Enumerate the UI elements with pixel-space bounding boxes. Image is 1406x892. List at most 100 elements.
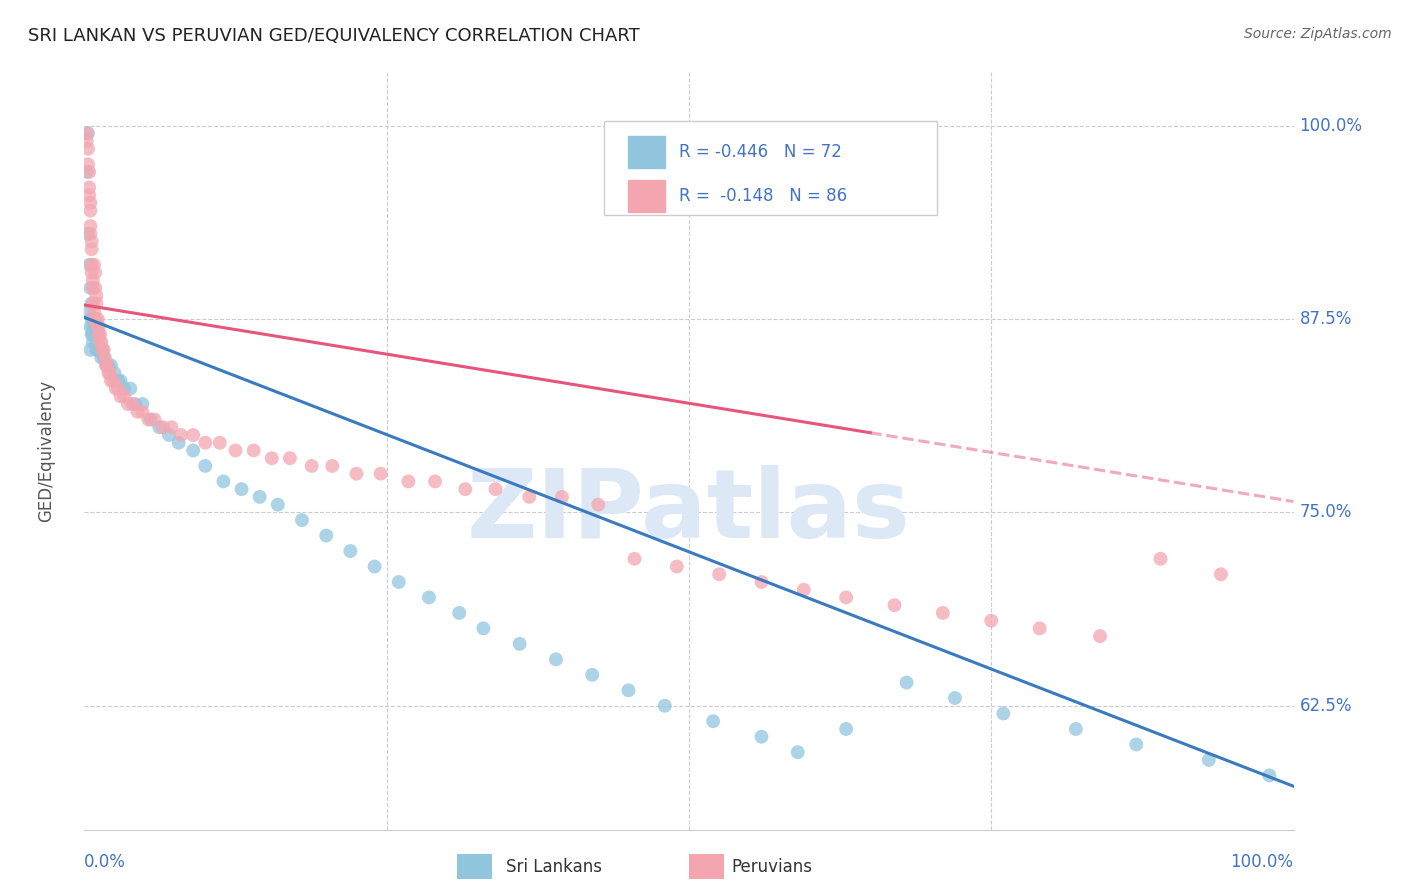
Point bbox=[77, 126, 100, 140]
Point bbox=[94, 359, 117, 373]
Point bbox=[654, 698, 676, 713]
Point bbox=[82, 281, 104, 295]
FancyBboxPatch shape bbox=[605, 120, 936, 216]
Point bbox=[124, 397, 146, 411]
Point bbox=[107, 382, 129, 396]
Point bbox=[82, 296, 104, 310]
Point bbox=[993, 706, 1015, 721]
Point bbox=[80, 242, 103, 256]
Point bbox=[1149, 551, 1171, 566]
Bar bbox=[628, 180, 665, 212]
Point bbox=[77, 304, 100, 318]
Text: Sri Lankans: Sri Lankans bbox=[506, 858, 602, 876]
Text: Peruvians: Peruvians bbox=[731, 858, 813, 876]
Text: 75.0%: 75.0% bbox=[1299, 503, 1353, 521]
Point bbox=[77, 227, 100, 241]
Point bbox=[267, 498, 290, 512]
Point bbox=[449, 606, 471, 620]
Point bbox=[148, 420, 170, 434]
Point bbox=[86, 312, 108, 326]
Point bbox=[1258, 768, 1281, 782]
Point bbox=[84, 281, 107, 295]
Point bbox=[751, 730, 773, 744]
Point bbox=[77, 180, 100, 194]
Point bbox=[623, 551, 645, 566]
Point bbox=[80, 235, 103, 249]
Point bbox=[86, 343, 108, 357]
Point bbox=[86, 319, 108, 334]
Point bbox=[423, 475, 446, 489]
Point bbox=[127, 405, 149, 419]
Text: 62.5%: 62.5% bbox=[1299, 697, 1353, 714]
Point bbox=[181, 443, 204, 458]
Bar bbox=[628, 136, 665, 168]
Point bbox=[170, 428, 193, 442]
Point bbox=[242, 443, 264, 458]
Point bbox=[160, 420, 183, 434]
Point bbox=[472, 621, 495, 635]
Point bbox=[89, 343, 111, 357]
Point bbox=[83, 304, 105, 318]
Point bbox=[835, 591, 858, 605]
Point bbox=[91, 343, 114, 357]
Point bbox=[96, 359, 118, 373]
Point bbox=[91, 343, 114, 357]
Point bbox=[84, 266, 107, 280]
Point bbox=[76, 126, 98, 140]
Point bbox=[79, 219, 101, 233]
Point bbox=[82, 335, 104, 350]
Point bbox=[83, 312, 105, 326]
Text: R =  -0.148   N = 86: R = -0.148 N = 86 bbox=[679, 187, 848, 205]
Point bbox=[112, 389, 135, 403]
Text: GED/Equivalency: GED/Equivalency bbox=[37, 379, 55, 522]
Point bbox=[896, 675, 918, 690]
Point bbox=[1064, 722, 1087, 736]
Point bbox=[131, 405, 153, 419]
Point bbox=[76, 134, 98, 148]
Point bbox=[86, 335, 108, 350]
Point bbox=[80, 258, 103, 272]
Point bbox=[291, 513, 314, 527]
Point bbox=[454, 482, 477, 496]
Point bbox=[1088, 629, 1111, 643]
Point bbox=[83, 327, 105, 342]
Point bbox=[120, 382, 142, 396]
Point bbox=[77, 258, 100, 272]
Text: SRI LANKAN VS PERUVIAN GED/EQUIVALENCY CORRELATION CHART: SRI LANKAN VS PERUVIAN GED/EQUIVALENCY C… bbox=[28, 27, 640, 45]
Point bbox=[396, 475, 419, 489]
Text: 87.5%: 87.5% bbox=[1299, 310, 1353, 328]
Point bbox=[152, 420, 174, 434]
Point bbox=[418, 591, 440, 605]
Point bbox=[79, 319, 101, 334]
Point bbox=[194, 435, 217, 450]
Point bbox=[93, 343, 115, 357]
Point bbox=[82, 327, 104, 342]
Text: 100.0%: 100.0% bbox=[1230, 853, 1294, 871]
Point bbox=[617, 683, 640, 698]
Point bbox=[79, 281, 101, 295]
Text: R = -0.446   N = 72: R = -0.446 N = 72 bbox=[679, 143, 842, 161]
Point bbox=[131, 397, 153, 411]
Point bbox=[225, 443, 247, 458]
Point bbox=[84, 327, 107, 342]
Point bbox=[484, 482, 506, 496]
Point bbox=[702, 714, 724, 729]
Text: 0.0%: 0.0% bbox=[84, 853, 127, 871]
Point bbox=[84, 319, 107, 334]
Point bbox=[86, 296, 108, 310]
Point bbox=[86, 289, 108, 303]
Point bbox=[932, 606, 955, 620]
Text: 100.0%: 100.0% bbox=[1299, 117, 1362, 135]
Point bbox=[181, 428, 204, 442]
Point bbox=[278, 451, 301, 466]
Point bbox=[86, 343, 108, 357]
Point bbox=[143, 412, 166, 426]
Point bbox=[1209, 567, 1232, 582]
Point bbox=[87, 343, 110, 357]
Point bbox=[1028, 621, 1050, 635]
Point bbox=[138, 412, 160, 426]
Point bbox=[363, 559, 385, 574]
Point bbox=[980, 614, 1002, 628]
Point bbox=[79, 343, 101, 357]
Point bbox=[103, 374, 125, 388]
